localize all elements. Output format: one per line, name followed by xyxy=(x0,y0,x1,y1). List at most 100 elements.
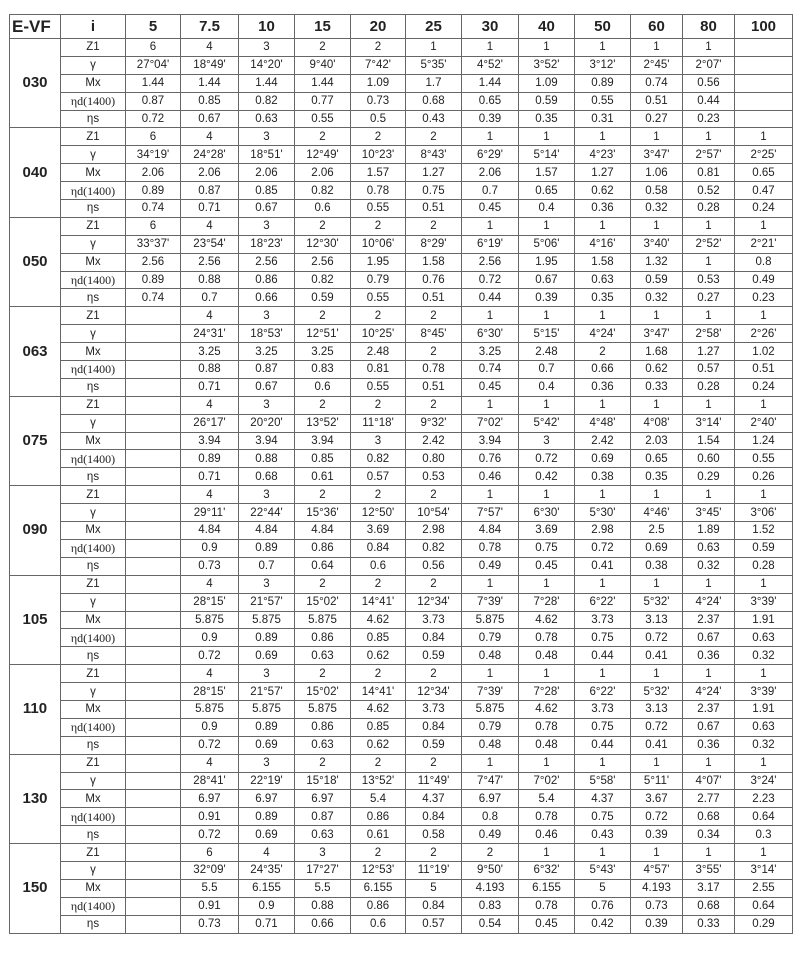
value-cell: 12°49' xyxy=(294,145,351,165)
value-cell: 4°08' xyxy=(630,413,683,433)
value-cell: 1 xyxy=(574,843,631,862)
value-cell: 0.51 xyxy=(734,360,793,379)
value-cell: 0.81 xyxy=(682,163,735,183)
value-cell: 7°02' xyxy=(518,771,575,791)
value-cell: 0.68 xyxy=(682,896,735,916)
value-cell: 1.27 xyxy=(682,342,735,362)
value-cell: 0.59 xyxy=(294,288,351,308)
value-cell: 2 xyxy=(294,664,351,684)
table-row: ηs 0.74 0.7 0.66 0.59 0.55 0.51 0.44 0.39 0.35 0.3… xyxy=(10,288,793,308)
value-cell: 1 xyxy=(518,753,575,773)
value-cell: 0.59 xyxy=(518,91,575,111)
value-cell: 0.55 xyxy=(350,377,406,397)
value-cell: 2.56 xyxy=(294,252,351,272)
value-cell: 5.875 xyxy=(461,699,519,719)
parameter-label: ηs xyxy=(60,556,126,576)
value-cell: 1 xyxy=(734,753,793,773)
value-cell: 1 xyxy=(518,485,575,505)
value-cell: 15°36' xyxy=(294,503,351,523)
value-cell: 2 xyxy=(350,216,406,236)
value-cell xyxy=(125,485,181,505)
value-cell: 3.73 xyxy=(574,699,631,719)
value-cell: 0.74 xyxy=(630,73,683,93)
value-cell: 3°06' xyxy=(734,503,793,523)
value-cell: 0.57 xyxy=(682,360,735,379)
value-cell: 5.875 xyxy=(238,699,295,719)
value-cell: 2 xyxy=(294,127,351,147)
value-cell: 1 xyxy=(682,395,735,415)
value-cell: 4 xyxy=(180,395,239,415)
value-cell: 3 xyxy=(238,216,295,236)
value-cell: 5°42' xyxy=(518,413,575,433)
table-row: ηs 0.72 0.69 0.63 0.61 0.58 0.49 0.46 0.43 0.39 0.… xyxy=(10,825,793,845)
value-cell: 6 xyxy=(125,216,181,236)
value-cell: 2°57' xyxy=(682,145,735,165)
parameter-label: ηd(1400) xyxy=(60,628,126,648)
value-cell: 4.62 xyxy=(350,699,406,719)
value-cell: 0.66 xyxy=(238,288,295,308)
value-cell: 1 xyxy=(682,485,735,505)
value-cell xyxy=(125,610,181,630)
value-cell: 1 xyxy=(682,306,735,326)
parameter-label: γ xyxy=(60,324,126,344)
value-cell: 6°29' xyxy=(461,145,519,165)
value-cell: 2°40' xyxy=(734,413,793,433)
value-cell: 5°15' xyxy=(518,324,575,344)
value-cell: 1 xyxy=(682,38,735,57)
value-cell: 3 xyxy=(238,306,295,326)
value-cell: 0.43 xyxy=(574,825,631,845)
value-cell: 2°21' xyxy=(734,234,793,254)
value-cell: 1.89 xyxy=(682,521,735,540)
value-cell: 3°45' xyxy=(682,503,735,523)
value-cell: 1 xyxy=(461,753,519,773)
value-cell: 2 xyxy=(405,753,462,773)
value-cell: 3 xyxy=(238,664,295,684)
value-cell: 0.65 xyxy=(630,449,683,469)
value-cell: 0.75 xyxy=(405,181,462,201)
value-cell: 0.68 xyxy=(238,467,295,487)
value-cell: 0.63 xyxy=(238,109,295,129)
parameter-label: Z1 xyxy=(60,574,126,594)
value-cell: 10°23' xyxy=(350,145,406,165)
value-cell: 2°45' xyxy=(630,55,683,75)
value-cell xyxy=(125,521,181,540)
value-cell: 1 xyxy=(574,216,631,236)
parameter-label: ηd(1400) xyxy=(60,717,126,737)
value-cell: 17°27' xyxy=(294,860,351,880)
table-row: ηd(1400) 0.9 0.89 0.86 0.85 0.84 0.79 0.78 0.75 0… xyxy=(10,628,793,648)
value-cell: 0.67 xyxy=(180,109,239,129)
value-cell: 4 xyxy=(238,843,295,862)
value-cell: 0.72 xyxy=(180,735,239,755)
value-cell: 0.48 xyxy=(518,735,575,755)
parameter-label: Z1 xyxy=(60,485,126,505)
value-cell: 11°49' xyxy=(405,771,462,791)
table-row: Mx 5.875 5.875 5.875 4.62 3.73 5.875 4.62 3.73 3.… xyxy=(10,610,793,630)
value-cell: 1 xyxy=(630,395,683,415)
ratio-column-header: 15 xyxy=(294,14,351,39)
value-cell: 0.55 xyxy=(294,109,351,129)
value-cell: 0.82 xyxy=(405,538,462,558)
value-cell: 0.44 xyxy=(574,646,631,666)
value-cell xyxy=(125,377,181,397)
value-cell xyxy=(125,360,181,379)
value-cell: 1 xyxy=(518,574,575,594)
value-cell: 0.86 xyxy=(294,538,351,558)
value-cell: 4 xyxy=(180,664,239,684)
value-cell: 0.69 xyxy=(630,538,683,558)
value-cell: 1 xyxy=(734,843,793,862)
value-cell: 0.76 xyxy=(461,449,519,469)
value-cell: 2.37 xyxy=(682,699,735,719)
value-cell: 2 xyxy=(350,574,406,594)
value-cell: 0.46 xyxy=(461,467,519,487)
value-cell: 0.67 xyxy=(238,377,295,397)
value-cell: 1.27 xyxy=(405,163,462,183)
parameter-label: Mx xyxy=(60,73,126,93)
value-cell: 0.74 xyxy=(461,360,519,379)
value-cell: 3.13 xyxy=(630,610,683,630)
value-cell: 0.85 xyxy=(180,91,239,111)
value-cell: 0.7 xyxy=(461,181,519,201)
parameter-label: ηs xyxy=(60,288,126,308)
parameter-label: ηd(1400) xyxy=(60,807,126,827)
value-cell: 0.28 xyxy=(734,556,793,576)
parameter-label: Z1 xyxy=(60,306,126,326)
